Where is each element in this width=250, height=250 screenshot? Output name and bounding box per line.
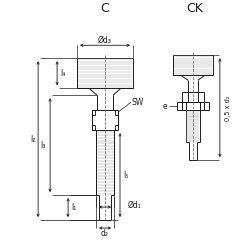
Text: l₄: l₄ — [60, 69, 65, 78]
Text: C: C — [101, 2, 110, 15]
Text: l₁: l₁ — [71, 203, 76, 212]
Text: l₃: l₃ — [41, 141, 46, 150]
Text: Ød₁: Ød₁ — [128, 200, 142, 209]
Text: d₂: d₂ — [101, 228, 109, 237]
Text: l₂: l₂ — [30, 135, 36, 144]
Text: CK: CK — [186, 2, 203, 15]
Text: e: e — [162, 102, 167, 111]
Text: SW: SW — [132, 98, 144, 107]
Text: l₅: l₅ — [123, 170, 128, 179]
Text: Ød₃: Ød₃ — [98, 36, 112, 45]
Text: 0,5 x d₂: 0,5 x d₂ — [225, 95, 231, 120]
